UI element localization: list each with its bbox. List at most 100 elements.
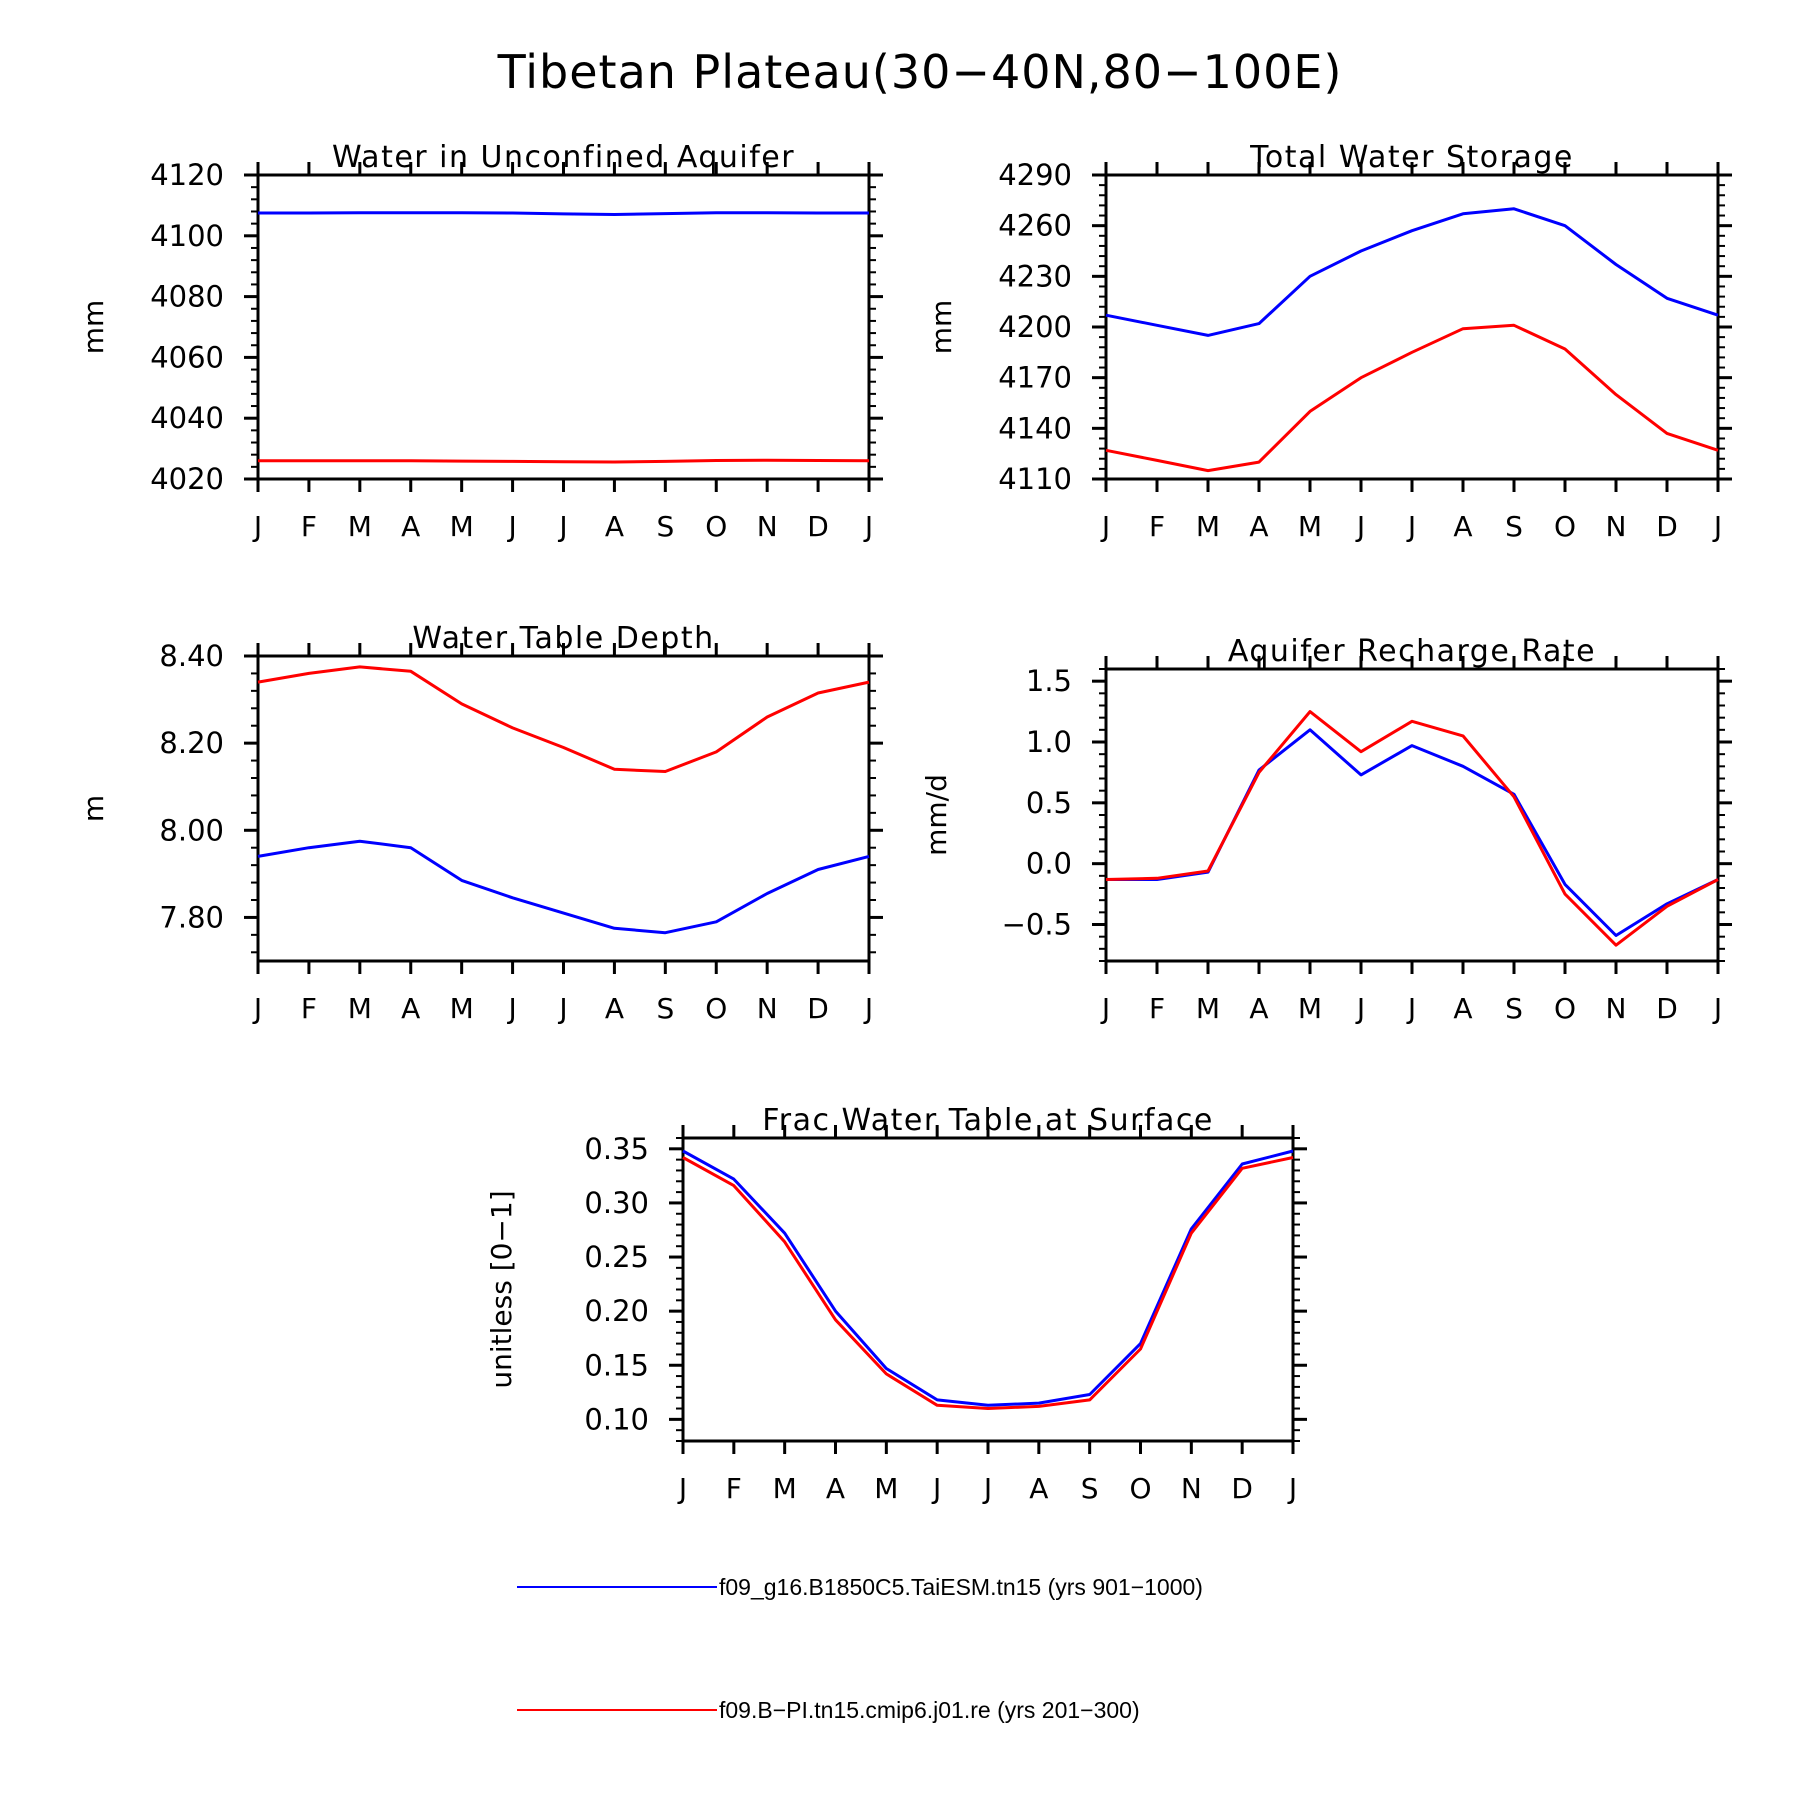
- plot-frame: [256, 654, 871, 963]
- x-tick-label: N: [1606, 992, 1627, 1025]
- series-line-1: [682, 1149, 1294, 1407]
- x-tick-label: J: [506, 992, 516, 1025]
- x-tick-label: A: [826, 1472, 845, 1505]
- x-tick-label: S: [656, 510, 674, 543]
- x-tick-label: S: [1081, 1472, 1099, 1505]
- y-tick-label: 7.80: [159, 900, 224, 934]
- x-tick-label: A: [605, 510, 624, 543]
- y-tick-label: 4040: [150, 401, 224, 435]
- x-tick-label: M: [1298, 510, 1322, 543]
- y-tick-label: 4290: [998, 158, 1072, 192]
- y-tick-label: 1.5: [1026, 664, 1072, 698]
- series-line-2: [682, 1156, 1294, 1410]
- x-tick-label: D: [807, 510, 829, 543]
- x-tick-label: D: [1656, 510, 1678, 543]
- x-tick-label: J: [1355, 510, 1365, 543]
- plot-frame: [1104, 173, 1720, 481]
- x-tick-label: F: [726, 1472, 742, 1505]
- series-line-2: [1105, 710, 1719, 947]
- x-tick-label: A: [1453, 510, 1472, 543]
- plot-frame: [681, 1136, 1295, 1443]
- y-tick-label: 4170: [998, 361, 1072, 395]
- x-tick-label: J: [252, 510, 262, 543]
- y-tick-label: 4120: [150, 158, 224, 192]
- x-tick-label: M: [1196, 510, 1220, 543]
- x-tick-label: J: [506, 510, 516, 543]
- y-tick-label: 4100: [150, 219, 224, 253]
- y-axis-label: unitless [0−1]: [485, 1190, 518, 1388]
- series-line-1: [257, 839, 870, 935]
- x-tick-label: M: [348, 510, 372, 543]
- x-tick-label: J: [252, 992, 262, 1025]
- y-tick-label: 8.20: [159, 726, 224, 760]
- legend-label: f09.B−PI.tn15.cmip6.j01.re (yrs 201−300): [719, 1697, 1140, 1723]
- y-tick-label: 1.0: [1026, 725, 1072, 759]
- y-tick-label: 0.30: [584, 1186, 649, 1220]
- x-tick-label: F: [301, 510, 317, 543]
- x-tick-label: A: [605, 992, 624, 1025]
- series-line-1: [258, 211, 869, 216]
- x-tick-label: S: [1505, 510, 1523, 543]
- y-axis-label: mm: [925, 300, 958, 355]
- y-tick-label: 0.20: [584, 1294, 649, 1328]
- x-tick-label: O: [1129, 1472, 1151, 1505]
- x-tick-label: J: [1712, 992, 1722, 1025]
- x-tick-label: J: [931, 1472, 941, 1505]
- y-tick-label: 4060: [150, 340, 224, 374]
- x-tick-label: M: [450, 992, 474, 1025]
- x-tick-label: J: [1712, 510, 1722, 543]
- x-tick-label: F: [301, 992, 317, 1025]
- plot-frame: [256, 173, 871, 481]
- x-tick-label: A: [1249, 510, 1268, 543]
- x-tick-label: A: [1029, 1472, 1048, 1505]
- x-tick-label: F: [1149, 510, 1165, 543]
- y-tick-label: 0.0: [1026, 847, 1072, 881]
- y-tick-label: 0.15: [584, 1348, 649, 1382]
- x-tick-label: M: [773, 1472, 797, 1505]
- x-tick-label: M: [348, 992, 372, 1025]
- x-tick-label: A: [401, 992, 420, 1025]
- y-tick-label: 0.35: [584, 1132, 649, 1166]
- y-tick-label: 8.00: [159, 813, 224, 847]
- x-tick-label: J: [1406, 992, 1416, 1025]
- figure-title: Tibetan Plateau(30−40N,80−100E): [497, 45, 1343, 99]
- series-line-1: [1106, 728, 1719, 937]
- x-tick-label: F: [1149, 992, 1165, 1025]
- legend-label: f09_g16.B1850C5.TaiESM.tn15 (yrs 901−100…: [719, 1574, 1203, 1600]
- y-tick-label: 4140: [998, 411, 1072, 445]
- x-tick-label: O: [705, 992, 727, 1025]
- x-tick-label: M: [1298, 992, 1322, 1025]
- y-tick-label: 0.10: [584, 1402, 649, 1436]
- y-tick-label: 4080: [150, 280, 224, 314]
- series-line-2: [258, 458, 870, 464]
- x-tick-label: O: [705, 510, 727, 543]
- x-tick-label: N: [757, 992, 778, 1025]
- plot-frame: [1104, 667, 1720, 963]
- y-tick-label: 0.5: [1026, 786, 1072, 820]
- x-tick-label: M: [450, 510, 474, 543]
- y-tick-label: 0.25: [584, 1240, 649, 1274]
- x-tick-label: O: [1554, 510, 1576, 543]
- x-tick-label: N: [1606, 510, 1627, 543]
- x-tick-label: N: [1181, 1472, 1202, 1505]
- x-tick-label: D: [1656, 992, 1678, 1025]
- x-tick-label: N: [757, 510, 778, 543]
- x-tick-label: A: [401, 510, 420, 543]
- x-tick-label: J: [557, 510, 567, 543]
- series-line-1: [1105, 207, 1719, 337]
- x-tick-label: J: [1100, 992, 1110, 1025]
- legend: f09_g16.B1850C5.TaiESM.tn15 (yrs 901−100…: [517, 1574, 1203, 1723]
- x-tick-label: J: [1100, 510, 1110, 543]
- y-tick-label: 4200: [998, 310, 1072, 344]
- y-tick-label: 4110: [998, 462, 1072, 496]
- x-tick-label: J: [982, 1472, 992, 1505]
- x-tick-label: J: [1355, 992, 1365, 1025]
- x-tick-label: D: [1231, 1472, 1253, 1505]
- y-axis-label: m: [77, 795, 110, 822]
